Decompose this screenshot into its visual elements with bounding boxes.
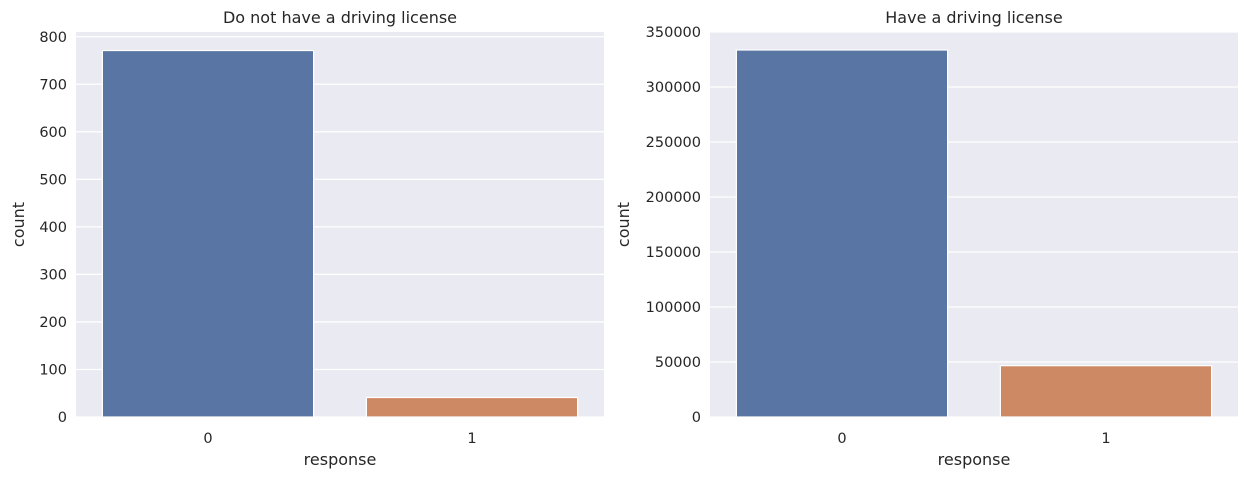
y-tick-label: 200	[39, 315, 67, 331]
y-axis-label: count	[9, 202, 28, 247]
y-tick-label: 0	[58, 410, 67, 426]
x-tick-label: 1	[1101, 431, 1110, 447]
chart-panel-1: 0 100 200 300 400 500 600 700 800 0 1 response count…	[9, 8, 604, 469]
y-tick-label: 500	[39, 172, 67, 188]
x-tick-label: 0	[837, 431, 846, 447]
y-tick-label: 200000	[646, 190, 701, 206]
y-tick-label: 300	[39, 267, 67, 283]
chart-title: Have a driving license	[885, 8, 1062, 27]
bar-0	[735, 49, 949, 418]
y-tick-label: 100000	[646, 300, 701, 316]
x-tick-label: 0	[203, 431, 212, 447]
y-tick-label: 250000	[646, 135, 701, 151]
y-tick-label: 600	[39, 125, 67, 141]
bar-1	[999, 365, 1213, 418]
y-tick-label: 100	[39, 362, 67, 378]
y-tick-label: 150000	[646, 245, 701, 261]
y-tick-label: 50000	[655, 355, 701, 371]
y-axis-label: count	[614, 202, 633, 247]
y-tick-label: 300000	[646, 80, 701, 96]
y-tick-label: 800	[39, 30, 67, 46]
bar-1	[365, 396, 579, 418]
y-tick-label: 400	[39, 220, 67, 236]
x-axis-label: response	[304, 450, 377, 469]
chart-title: Do not have a driving license	[223, 8, 457, 27]
chart-panel-2: 0 50000 100000 150000 200000 250000 300000 3500…	[614, 8, 1238, 469]
y-tick-label: 700	[39, 77, 67, 93]
x-axis-label: response	[938, 450, 1011, 469]
x-tick-label: 1	[467, 431, 476, 447]
y-tick-label: 350000	[646, 25, 701, 41]
y-tick-label: 0	[692, 410, 701, 426]
bar-0	[101, 49, 315, 418]
